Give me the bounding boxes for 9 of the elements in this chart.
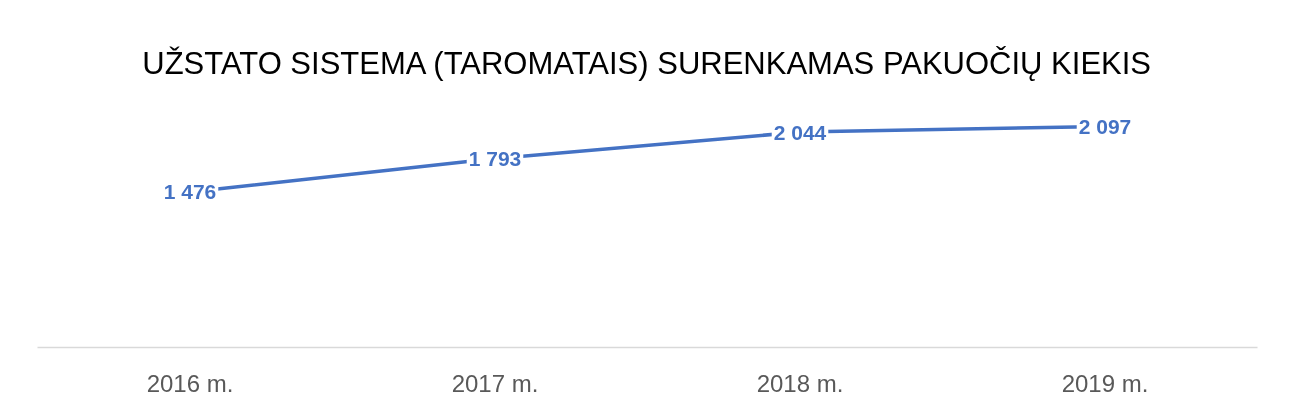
data-label: 1 476 xyxy=(163,180,217,204)
data-label: 2 044 xyxy=(773,120,827,144)
data-label: 2 097 xyxy=(1078,114,1132,138)
x-tick-label: 2018 m. xyxy=(756,369,844,397)
chart-title: UŽSTATO SISTEMA (TAROMATAIS) SURENKAMAS PAKUOČIŲ KIEKIS xyxy=(142,45,1152,81)
x-tick-label: 2016 m. xyxy=(146,369,234,397)
x-tick-label: 2019 m. xyxy=(1061,369,1149,397)
data-label: 1 793 xyxy=(468,147,522,171)
x-tick-label: 2017 m. xyxy=(451,369,539,397)
